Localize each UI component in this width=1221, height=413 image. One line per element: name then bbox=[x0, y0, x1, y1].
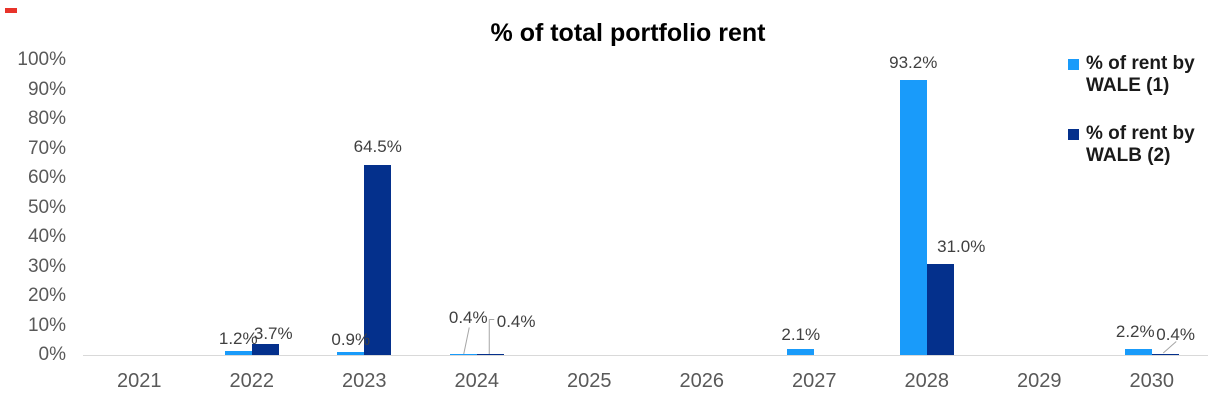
bar-walb-2022 bbox=[251, 344, 279, 355]
y-axis-tick-label: 60% bbox=[27, 167, 66, 188]
legend-item-wale: % of rent by WALE (1) bbox=[1068, 53, 1220, 97]
legend-label-wale: % of rent by WALE (1) bbox=[1086, 53, 1195, 96]
y-axis-tick-label: 100% bbox=[17, 49, 66, 70]
x-axis-label: 2029 bbox=[1017, 370, 1062, 392]
bar-walb-2023 bbox=[364, 164, 392, 355]
y-axis-tick-label: 80% bbox=[27, 108, 66, 129]
chart-legend: % of rent by WALE (1) % of rent by WALB … bbox=[1068, 53, 1220, 167]
x-axis-line bbox=[83, 355, 1208, 356]
y-axis-tick-label: 20% bbox=[27, 285, 66, 306]
bar-wale-2024 bbox=[449, 353, 477, 355]
x-axis-label: 2025 bbox=[567, 370, 612, 392]
y-axis-tick-label: 70% bbox=[27, 137, 66, 159]
leader-line bbox=[463, 327, 470, 355]
x-axis-label: 2024 bbox=[454, 370, 500, 392]
data-label: 93.2% bbox=[889, 53, 938, 73]
x-axis-label: 2021 bbox=[117, 370, 162, 392]
bar-wale-2030 bbox=[1124, 348, 1152, 355]
y-axis-tick-label: 10% bbox=[27, 314, 66, 336]
walb-series-swatch bbox=[1068, 129, 1079, 140]
x-axis-label: 2026 bbox=[679, 370, 725, 392]
data-label: 0.4% bbox=[448, 307, 488, 327]
bar-wale-2022 bbox=[224, 351, 252, 355]
data-label: 3.7% bbox=[253, 324, 293, 344]
bar-walb-2030 bbox=[1151, 353, 1179, 355]
y-axis-tick-label: 50% bbox=[27, 196, 66, 218]
data-label: 64.5% bbox=[353, 136, 402, 156]
x-axis-label: 2027 bbox=[792, 370, 837, 392]
y-axis-tick-label: 40% bbox=[27, 226, 66, 247]
bar-walb-2024 bbox=[476, 353, 504, 355]
y-axis-tick-label: 90% bbox=[27, 78, 66, 100]
bar-wale-2027 bbox=[787, 348, 815, 355]
legend-label-walb: % of rent by WALB (2) bbox=[1086, 123, 1195, 166]
x-axis-label: 2023 bbox=[342, 370, 387, 392]
x-axis-label: 2028 bbox=[904, 370, 950, 392]
data-label: 0.4% bbox=[496, 311, 536, 331]
y-axis-tick-label: 0% bbox=[38, 344, 66, 365]
data-label: 0.9% bbox=[331, 330, 371, 350]
data-label: 2.1% bbox=[781, 324, 821, 344]
data-label: 1.2% bbox=[218, 329, 258, 349]
x-axis-label: 2030 bbox=[1129, 370, 1175, 392]
chart-title: % of total portfolio rent bbox=[490, 19, 766, 47]
data-label: 2.2% bbox=[1115, 321, 1155, 341]
bar-wale-2023 bbox=[337, 352, 365, 355]
bar-walb-2028 bbox=[926, 263, 954, 355]
wale-series-swatch bbox=[1068, 59, 1079, 70]
data-label: 31.0% bbox=[937, 236, 986, 256]
y-axis-tick-label: 30% bbox=[27, 255, 66, 277]
red-corner-mark bbox=[5, 8, 17, 13]
bar-wale-2028 bbox=[899, 80, 927, 355]
x-axis-label: 2022 bbox=[229, 370, 275, 392]
data-label: 0.4% bbox=[1156, 324, 1195, 344]
legend-item-walb: % of rent by WALB (2) bbox=[1068, 123, 1220, 167]
